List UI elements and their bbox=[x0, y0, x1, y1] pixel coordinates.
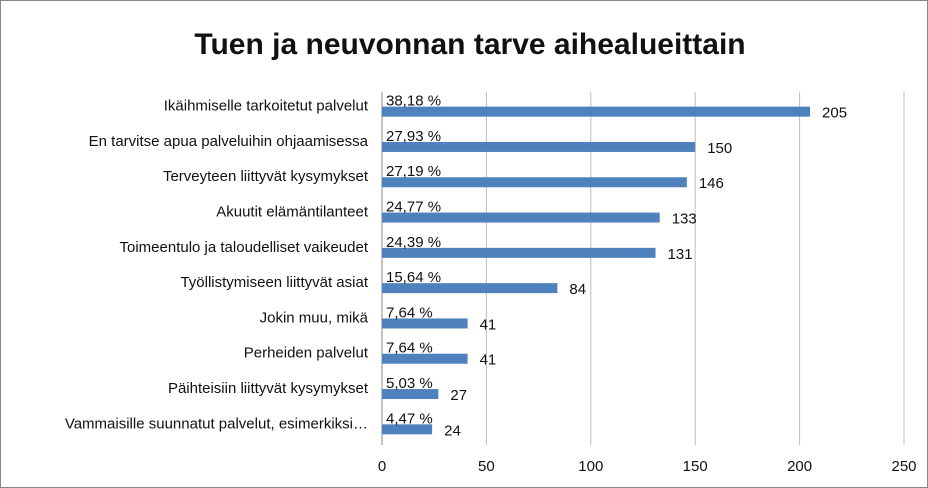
percent-label: 7,64 % bbox=[386, 304, 433, 321]
x-tick-label: 150 bbox=[683, 458, 708, 475]
value-label: 41 bbox=[480, 352, 497, 369]
bar bbox=[382, 389, 439, 400]
y-tick-label: Ikäihmiselle tarkoitetut palvelut bbox=[164, 98, 369, 115]
x-tick-label: 100 bbox=[578, 458, 603, 475]
bar bbox=[382, 283, 558, 294]
x-tick-label: 200 bbox=[787, 458, 812, 475]
x-tick-label: 50 bbox=[478, 458, 495, 475]
y-tick-label: Jokin muu, mikä bbox=[260, 309, 369, 326]
percent-label: 24,39 % bbox=[386, 234, 441, 251]
bar bbox=[382, 318, 468, 329]
y-tick-label: Perheiden palvelut bbox=[244, 345, 369, 362]
value-label: 133 bbox=[672, 211, 697, 228]
percent-label: 27,19 % bbox=[386, 163, 441, 180]
value-label: 205 bbox=[822, 105, 847, 122]
value-label: 146 bbox=[699, 175, 724, 192]
y-tick-label: Akuutit elämäntilanteet bbox=[216, 204, 369, 221]
bar bbox=[382, 177, 687, 188]
percent-label: 7,64 % bbox=[386, 340, 433, 357]
value-label: 131 bbox=[668, 246, 693, 263]
percent-label: 38,18 % bbox=[386, 93, 441, 110]
y-tick-label: Päihteisiin liittyvät kysymykset bbox=[168, 380, 369, 397]
value-label: 41 bbox=[480, 316, 497, 333]
bar bbox=[382, 353, 468, 364]
y-tick-label: Terveyteen liittyvät kysymykset bbox=[163, 168, 369, 185]
bar bbox=[382, 424, 433, 435]
value-label: 24 bbox=[444, 422, 461, 439]
bar bbox=[382, 141, 696, 152]
value-label: 150 bbox=[707, 140, 732, 157]
percent-label: 27,93 % bbox=[386, 128, 441, 145]
percent-label: 15,64 % bbox=[386, 269, 441, 286]
bar bbox=[382, 247, 656, 258]
x-tick-label: 250 bbox=[891, 458, 916, 475]
y-tick-label: Vammaisille suunnatut palvelut, esimerki… bbox=[65, 415, 368, 432]
value-label: 84 bbox=[569, 281, 586, 298]
percent-label: 4,47 % bbox=[386, 410, 433, 427]
y-tick-label: Työllistymiseen liittyvät asiat bbox=[180, 274, 368, 291]
bar bbox=[382, 106, 811, 117]
value-label: 27 bbox=[450, 387, 467, 404]
chart-title: Tuen ja neuvonnan tarve aihealueittain bbox=[194, 28, 745, 61]
y-tick-label: Toimeentulo ja taloudelliset vaikeudet bbox=[120, 239, 369, 256]
x-tick-label: 0 bbox=[378, 458, 386, 475]
bar bbox=[382, 212, 660, 223]
percent-label: 5,03 % bbox=[386, 375, 433, 392]
percent-label: 24,77 % bbox=[386, 199, 441, 216]
y-tick-label: En tarvitse apua palveluihin ohjaamisess… bbox=[89, 133, 369, 150]
